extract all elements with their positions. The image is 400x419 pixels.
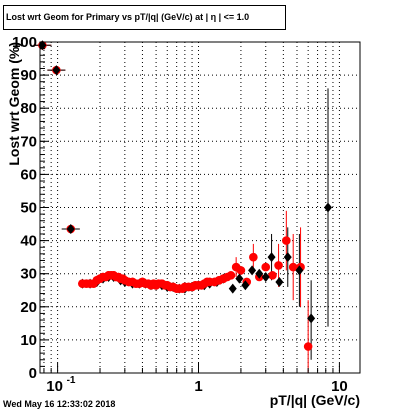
x-tick-label-exponent: -1	[67, 375, 76, 386]
y-tick-label: 100	[12, 34, 37, 51]
y-tick-label: 80	[20, 100, 37, 117]
x-tick-label: 10	[331, 378, 348, 395]
red-circle-point	[236, 266, 246, 275]
red-circle-point	[226, 271, 236, 280]
black-diamond-point	[66, 224, 75, 235]
black-diamond-point	[248, 265, 257, 276]
black-diamond-point	[235, 273, 244, 284]
grid	[40, 42, 360, 373]
y-tick-label: 90	[20, 67, 37, 84]
timestamp: Wed May 16 12:33:02 2018	[3, 399, 116, 409]
x-axis-label: pT/|q| (GeV/c)	[270, 392, 360, 408]
red-circle-point	[261, 262, 271, 272]
x-tick-label: 10	[46, 378, 63, 395]
tick-labels: 0 10 20 30 40 50 60 70 80 90 100 10 -1 1 10	[12, 34, 348, 395]
red-circle-point	[219, 274, 228, 283]
y-tick-label: 70	[20, 133, 37, 150]
black-diamond-point	[261, 272, 270, 283]
y-tick-label: 10	[20, 332, 37, 349]
red-circle-point	[274, 261, 283, 270]
red-circle-point	[303, 342, 313, 351]
y-tick-label: 40	[20, 233, 37, 250]
y-tick-label: 60	[20, 166, 37, 183]
red-circle-point	[249, 252, 258, 262]
black-diamond-point	[52, 65, 61, 76]
black-diamond-point	[307, 313, 316, 324]
x-tick-label: 1	[194, 378, 202, 395]
black-diamond-point	[241, 280, 250, 291]
red-circle-point	[268, 271, 277, 280]
black-diamond-point	[228, 283, 237, 294]
y-tick-label: 0	[29, 365, 37, 382]
black-diamond-point	[255, 268, 264, 279]
black-diamond-point	[267, 252, 276, 263]
black-diamond-point	[295, 265, 304, 276]
red-circle-point	[282, 236, 291, 245]
red-circle-point	[288, 262, 298, 272]
y-axis-label: Lost wrt Geom (%)	[6, 42, 22, 166]
black-diamond-point	[324, 202, 333, 213]
chart-title: Lost wrt Geom for Primary vs pT/|q| (GeV…	[3, 5, 286, 30]
y-tick-label: 50	[20, 200, 37, 217]
y-tick-label: 30	[20, 266, 37, 283]
y-tick-label: 20	[20, 299, 37, 316]
black-diamond-point	[275, 276, 284, 287]
black-diamond-point	[283, 252, 292, 263]
data-markers	[38, 40, 333, 351]
axis-ticks	[40, 41, 340, 374]
